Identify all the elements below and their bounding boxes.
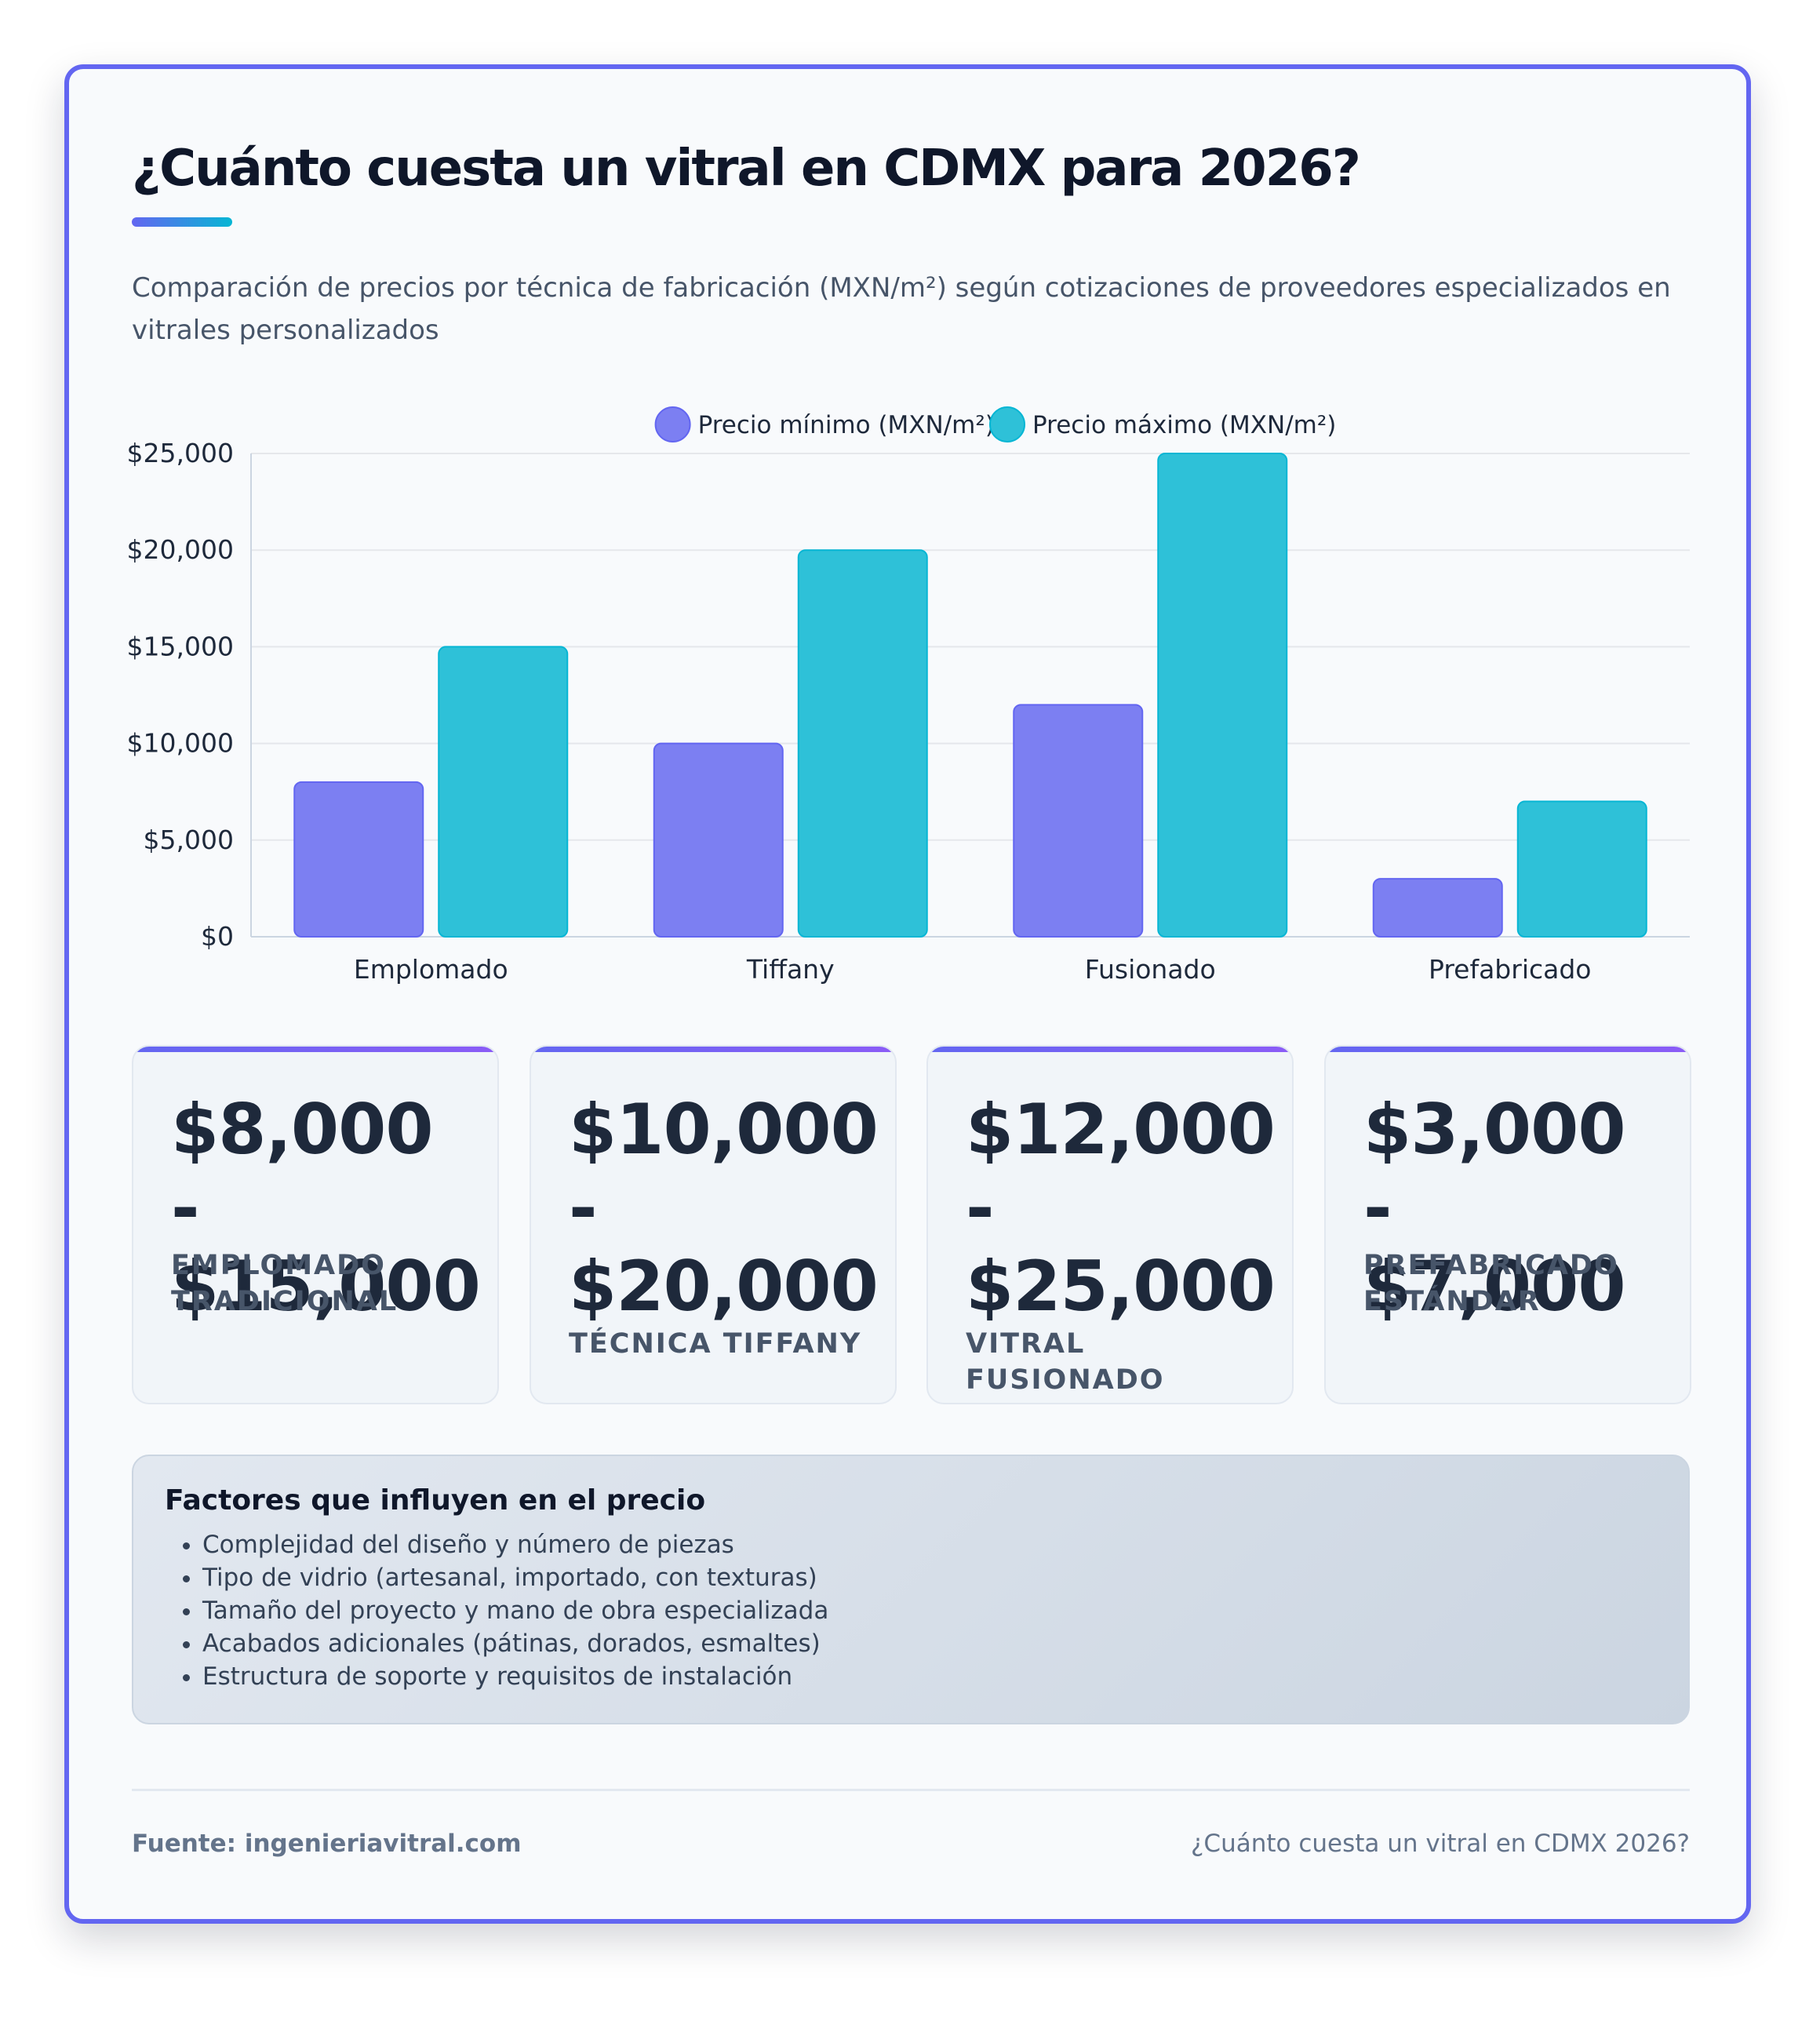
stat-value: $12,000 - $25,000 [966,1089,1276,1327]
bar-min-fusionado [1013,704,1144,938]
y-tick-label: $5,000 [144,825,234,855]
bar-min-prefabricado [1372,878,1503,938]
bar-max-emplomado [438,646,569,938]
legend-label: Precio máximo (MXN/m²) [1032,411,1336,439]
price-bar-chart: $0 $5,000 $10,000 $15,000 $20,000 $25,000 Empl… [127,406,1690,985]
bar-max-prefabricado [1516,800,1647,938]
page-subtitle: Comparación de precios por técnica de fa… [132,272,1671,346]
footer-divider [132,1789,1690,1791]
stat-card-emplomado: $8,000 - $15,000 Emplomado tradicional [132,1045,499,1404]
y-tick-label: $20,000 [127,534,234,565]
y-tick-label: $15,000 [127,631,234,661]
x-tick-label: Fusionado [1085,954,1216,985]
stat-value: $8,000 - $15,000 [171,1089,481,1327]
stat-value: $10,000 - $20,000 [569,1089,879,1327]
x-tick-label: Tiffany [746,954,835,985]
factor-item: Acabados adicionales (pátinas, dorados, … [202,1627,828,1660]
factors-title: Factores que influyen en el precio [165,1484,706,1517]
factor-item: Estructura de soporte y requisitos de in… [202,1660,828,1693]
page-title: ¿Cuánto cuesta un vitral en CDMX para 20… [132,140,1361,198]
legend-swatch [654,406,691,442]
stat-card-tiffany: $10,000 - $20,000 Técnica Tiffany [530,1045,897,1404]
stat-card-accent [928,1047,1292,1052]
footer-source: Fuente: ingenieriavitral.com [132,1830,522,1858]
legend-swatch [989,406,1025,442]
stat-label: Prefabricado estándar [1363,1250,1619,1317]
x-tick-label: Prefabricado [1429,954,1592,985]
bar-min-emplomado [293,781,424,938]
stat-card-accent [133,1047,497,1052]
factor-item: Complejidad del diseño y número de pieza… [202,1528,828,1561]
bar-max-tiffany [797,549,928,938]
stat-card-prefabricado: $3,000 - $7,000 Prefabricado estándar [1324,1045,1691,1404]
stat-label: Vitral fusionado [966,1328,1165,1396]
title-accent-bar [132,217,232,227]
y-tick-label: $10,000 [127,728,234,759]
y-tick-label: $25,000 [127,438,234,468]
stat-label: Emplomado tradicional [171,1250,399,1317]
factors-list: Complejidad del diseño y número de pieza… [171,1528,828,1693]
x-tick-label: Emplomado [354,954,508,985]
stat-value: $3,000 - $7,000 [1363,1089,1626,1327]
footer-caption: ¿Cuánto cuesta un vitral en CDMX 2026? [1190,1830,1690,1858]
stat-label: Técnica Tiffany [569,1328,862,1360]
stat-card-accent [1326,1047,1690,1052]
factors-box: Factores que influyen en el precio Compl… [132,1455,1690,1724]
bar-max-fusionado [1157,453,1288,938]
factor-item: Tamaño del proyecto y mano de obra espec… [202,1594,828,1627]
legend-label: Precio mínimo (MXN/m²) [698,411,995,439]
factor-item: Tipo de vidrio (artesanal, importado, co… [202,1561,828,1594]
stat-card-fusionado: $12,000 - $25,000 Vitral fusionado [926,1045,1294,1404]
stat-card-accent [531,1047,895,1052]
bar-min-tiffany [653,742,784,938]
y-tick-label: $0 [201,921,234,952]
